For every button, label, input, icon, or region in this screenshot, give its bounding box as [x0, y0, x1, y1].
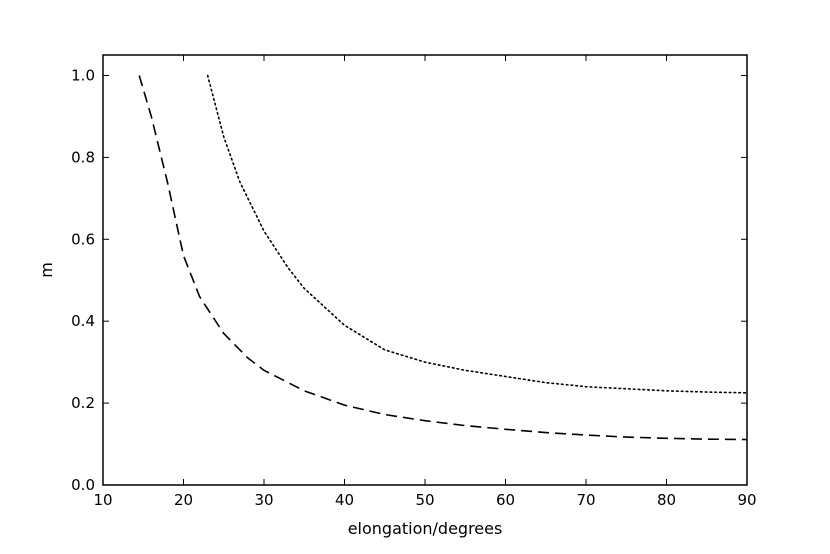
plot-frame: [102, 54, 748, 486]
x-tick-label: 20: [174, 491, 193, 509]
x-tick-label: 50: [415, 491, 434, 509]
x-tick-label: 40: [335, 491, 354, 509]
plot-area: [103, 55, 747, 485]
y-tick-label: 0.6: [71, 230, 95, 248]
series-line-dotted: [206, 74, 748, 394]
y-axis-label: m: [37, 262, 56, 278]
y-tick-label: 1.0: [71, 66, 95, 84]
x-tick-label: 60: [496, 491, 515, 509]
y-tick-label: 0.4: [71, 312, 95, 330]
x-tick-label: 70: [576, 491, 595, 509]
x-tick-label: 10: [93, 491, 112, 509]
y-tick-label: 0.8: [71, 148, 95, 166]
series-line-dashed: [138, 75, 748, 441]
x-tick-label: 30: [254, 491, 273, 509]
y-tick-label: 0.2: [71, 394, 95, 412]
x-axis-label: elongation/degrees: [348, 519, 503, 538]
tick-layer: 10 20 30 40 50 60 70 80 90 0.0 0.2 0.4 0.6 0.8 1.0: [71, 55, 757, 509]
x-tick-label: 80: [657, 491, 676, 509]
series-layer: [138, 74, 748, 441]
x-tick-label: 90: [737, 491, 756, 509]
y-tick-label: 0.0: [71, 476, 95, 494]
